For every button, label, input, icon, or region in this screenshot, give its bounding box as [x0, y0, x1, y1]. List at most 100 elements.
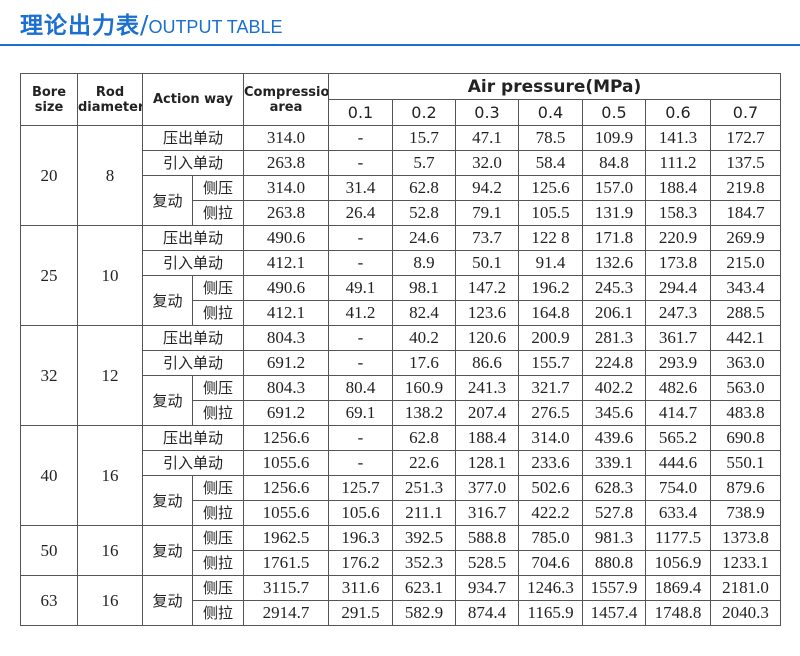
double-acting: 复动	[142, 375, 193, 426]
compression-area: 263.8	[243, 150, 330, 176]
compression-area: 1962.5	[243, 525, 330, 551]
force-value: 141.3	[645, 125, 712, 151]
force-value: 363.0	[710, 350, 782, 376]
force-value: 879.6	[710, 475, 782, 501]
force-value: 483.8	[710, 400, 782, 426]
force-value: 294.4	[645, 275, 712, 301]
force-value: 1557.9	[582, 575, 647, 601]
force-value: 82.4	[392, 300, 457, 326]
force-value: 1869.4	[645, 575, 712, 601]
force-value: 41.2	[328, 300, 394, 326]
action-way: 引入单动	[141, 450, 245, 476]
force-value: 173.8	[645, 250, 712, 276]
force-value: 98.1	[392, 275, 457, 301]
force-value: 738.9	[710, 500, 782, 526]
force-value: 502.6	[518, 475, 584, 501]
data-row: 侧拉 1055.6 105.6 211.1 316.7 422.2 527.8 633.4 73…	[21, 500, 782, 526]
force-value: 219.8	[710, 175, 782, 201]
force-value: 80.4	[328, 375, 394, 401]
compression-area: 691.2	[243, 350, 330, 376]
force-value: 215.0	[710, 250, 782, 276]
force-value: 49.1	[328, 275, 394, 301]
pressure-header: 0.5	[582, 99, 647, 126]
rod-diameter: 16	[77, 425, 143, 526]
force-value: 158.3	[645, 200, 712, 226]
force-value: 981.3	[582, 525, 647, 551]
compression-area: 691.2	[243, 400, 330, 426]
action-side: 侧拉	[191, 300, 245, 326]
force-value: 200.9	[518, 325, 584, 351]
action-way: 压出单动	[141, 125, 245, 151]
force-value: 293.9	[645, 350, 712, 376]
force-value: 40.2	[392, 325, 457, 351]
compression-area: 3115.7	[243, 575, 330, 601]
force-value: 196.2	[518, 275, 584, 301]
compression-area: 314.0	[243, 175, 330, 201]
force-value: 241.3	[455, 375, 520, 401]
force-value: 754.0	[645, 475, 712, 501]
force-value: -	[328, 125, 394, 151]
force-value: 311.6	[328, 575, 394, 601]
force-value: 24.6	[392, 225, 457, 251]
force-value: 207.4	[455, 400, 520, 426]
action-side: 侧压	[191, 525, 245, 551]
force-value: 52.8	[392, 200, 457, 226]
force-value: 550.1	[710, 450, 782, 476]
compression-area: 412.1	[243, 300, 330, 326]
force-value: 2181.0	[710, 575, 782, 601]
header-row: 0.1 0.2 0.3 0.4 0.5 0.6 0.7	[21, 99, 782, 126]
force-value: 377.0	[455, 475, 520, 501]
header-cell: Action way	[141, 73, 245, 126]
action-side: 侧压	[191, 575, 245, 601]
force-value: 565.2	[645, 425, 712, 451]
force-value: -	[328, 250, 394, 276]
data-row: 侧拉 263.8 26.4 52.8 79.1 105.5 131.9 158.3 184.7	[21, 200, 782, 226]
force-value: 316.7	[455, 500, 520, 526]
force-value: 211.1	[392, 500, 457, 526]
double-acting: 复动	[142, 575, 193, 626]
bore-size: 20	[20, 125, 78, 226]
compression-area: 263.8	[243, 200, 330, 226]
compression-area: 1055.6	[243, 500, 330, 526]
force-value: -	[328, 225, 394, 251]
title-separator: /	[140, 10, 149, 39]
bore-size: 25	[20, 225, 78, 326]
action-way: 压出单动	[141, 425, 245, 451]
action-side: 侧拉	[191, 400, 245, 426]
force-value: 392.5	[392, 525, 457, 551]
action-way: 压出单动	[141, 225, 245, 251]
header-cell: Rod diameter	[77, 73, 143, 126]
force-value: 224.8	[582, 350, 647, 376]
force-value: 160.9	[392, 375, 457, 401]
data-row: 32 12 压出单动 804.3-40.2 120.6 200.9 281.3 361.7 44…	[20, 325, 782, 426]
force-value: 1457.4	[582, 600, 647, 626]
force-value: 785.0	[518, 525, 584, 551]
force-value: 122 8	[518, 225, 584, 251]
header-rule	[0, 44, 800, 46]
action-side: 侧压	[191, 275, 245, 301]
force-value: 137.5	[710, 150, 782, 176]
force-value: 15.7	[392, 125, 457, 151]
force-value: 361.7	[645, 325, 712, 351]
force-value: 444.6	[645, 450, 712, 476]
force-value: 422.2	[518, 500, 584, 526]
double-acting: 复动	[142, 525, 193, 576]
force-value: 147.2	[455, 275, 520, 301]
force-value: 281.3	[582, 325, 647, 351]
compression-area: 1055.6	[243, 450, 330, 476]
action-side: 侧压	[191, 475, 245, 501]
force-value: 111.2	[645, 150, 712, 176]
data-row: 63 16 复动 侧压 3115.7 311.6 623.1 934.7 1246.3 1557.…	[20, 575, 782, 626]
data-row: 引入单动 412.1-8.9 50.1 91.4 132.6 173.8 215.0	[21, 250, 782, 276]
force-value: 1246.3	[518, 575, 584, 601]
force-value: 1056.9	[645, 550, 712, 576]
action-side: 侧拉	[191, 500, 245, 526]
force-value: 32.0	[455, 150, 520, 176]
force-value: 17.6	[392, 350, 457, 376]
data-row: 复动 侧压 1256.6 125.7 251.3 377.0 502.6 628.3 754.0…	[21, 475, 782, 526]
force-value: -	[328, 425, 394, 451]
force-value: 276.5	[518, 400, 584, 426]
force-value: 105.5	[518, 200, 584, 226]
force-value: 1165.9	[518, 600, 584, 626]
